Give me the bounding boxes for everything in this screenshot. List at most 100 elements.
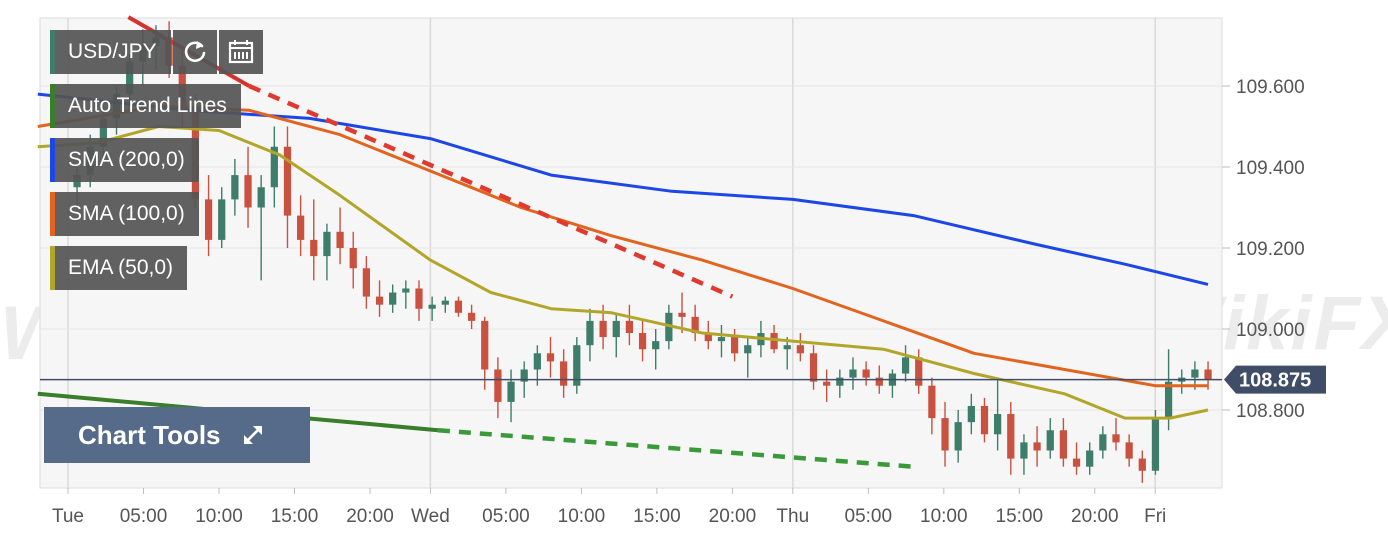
- x-tick-label: 05:00: [482, 506, 530, 527]
- candle-body: [415, 288, 423, 309]
- candle-body: [310, 239, 318, 257]
- expand-arrows-icon: [239, 421, 267, 449]
- x-tick-label: 15:00: [633, 506, 681, 527]
- candle-body: [1112, 434, 1120, 443]
- symbol-label: USD/JPY: [68, 40, 157, 63]
- candle-body: [1204, 369, 1212, 380]
- candle-body: [796, 345, 804, 354]
- y-tick-label: 109.000: [1236, 320, 1305, 341]
- trend-line-projection: [248, 83, 734, 299]
- chart-tools-label: Chart Tools: [78, 419, 221, 450]
- candle-body: [362, 268, 370, 297]
- y-tick-label: 109.200: [1236, 239, 1305, 260]
- legend-label: SMA (100,0): [68, 202, 185, 225]
- last-price-marker: 108.875: [40, 365, 1326, 394]
- x-tick-label: Tue: [52, 506, 84, 527]
- legend-swatch: [50, 84, 55, 128]
- candle-body: [1138, 458, 1146, 471]
- symbol-swatch: [50, 30, 55, 74]
- candle-body: [1125, 442, 1133, 459]
- calendar-icon: [228, 40, 253, 64]
- chart-tools-button[interactable]: Chart Tools: [44, 407, 310, 463]
- candle-body: [901, 357, 910, 374]
- candle-body: [717, 337, 726, 342]
- candle-body: [941, 418, 949, 451]
- candle-body: [823, 381, 831, 386]
- candle-body: [428, 304, 436, 309]
- symbol-toolbar: USD/JPY: [50, 30, 263, 74]
- symbol-button[interactable]: USD/JPY: [50, 30, 171, 74]
- candle-body: [652, 341, 660, 350]
- candle-body: [481, 320, 489, 370]
- candle-body: [691, 316, 699, 334]
- y-tick-label: 109.600: [1236, 77, 1305, 98]
- x-tick-label: 10:00: [195, 506, 243, 527]
- x-tick-label: 20:00: [346, 506, 394, 527]
- calendar-button[interactable]: [218, 30, 263, 74]
- series-ema-50-0: [37, 125, 1209, 420]
- candle-body: [849, 369, 857, 378]
- candle-body: [126, 61, 134, 95]
- candle-body: [678, 312, 686, 317]
- candle-body: [954, 422, 962, 451]
- candle-body: [625, 320, 634, 334]
- refresh-icon: [184, 41, 205, 63]
- indicator-legend: Auto Trend Lines SMA (200,0) SMA (100,0)…: [50, 84, 263, 300]
- candle-body: [257, 187, 265, 208]
- candle-body: [783, 345, 791, 350]
- legend-label: SMA (200,0): [68, 148, 185, 171]
- x-tick-label: 05:00: [845, 506, 893, 527]
- legend-sma-100[interactable]: SMA (100,0): [50, 192, 199, 236]
- candle-body: [612, 320, 620, 338]
- refresh-button[interactable]: [172, 30, 217, 74]
- candle-body: [744, 345, 752, 354]
- candle-body: [454, 300, 463, 313]
- candle-body: [389, 292, 397, 305]
- trend-line-projection: [437, 428, 914, 469]
- candle-body: [1046, 430, 1054, 451]
- legend-auto-trend-lines[interactable]: Auto Trend Lines: [50, 84, 241, 128]
- candle-body: [270, 146, 278, 188]
- candle-body: [1072, 458, 1081, 467]
- axes: 109.600 109.400 109.200 109.000 108.800 Tue 05…: [52, 77, 1305, 527]
- legend-sma-200[interactable]: SMA (200,0): [50, 138, 199, 182]
- candle-body: [441, 300, 449, 305]
- candle-body: [297, 215, 305, 240]
- candle-body: [520, 369, 528, 382]
- legend-panel: USD/JPY: [50, 30, 263, 300]
- x-tick-label: 05:00: [120, 506, 168, 527]
- series-sma-100-0: [37, 104, 1208, 388]
- legend-label: EMA (50,0): [68, 256, 174, 279]
- candle-body: [349, 248, 357, 269]
- candle-body: [809, 353, 818, 382]
- candle-body: [1033, 442, 1041, 451]
- candle-body: [1007, 414, 1015, 459]
- candle-body: [994, 414, 1002, 435]
- candle-body: [1020, 442, 1028, 459]
- candle-body: [1059, 430, 1068, 459]
- candle-body: [375, 296, 384, 305]
- candle-body: [204, 199, 213, 240]
- candle-body: [546, 353, 555, 362]
- candle-body: [704, 333, 712, 342]
- candle-body: [1086, 450, 1094, 467]
- legend-swatch: [50, 138, 55, 182]
- candle-body: [586, 320, 594, 346]
- legend-ema-50[interactable]: EMA (50,0): [50, 246, 188, 290]
- candle-body: [928, 385, 936, 419]
- last-price-tag: [1224, 365, 1326, 394]
- candle-body: [980, 405, 989, 435]
- x-tick-label: 15:00: [996, 506, 1044, 527]
- x-tick-label: 15:00: [271, 506, 319, 527]
- candle-body: [336, 231, 344, 248]
- x-tick-label: 20:00: [709, 506, 757, 527]
- candle-body: [1151, 418, 1160, 471]
- x-tick-label: 10:00: [558, 506, 606, 527]
- candle-body: [915, 357, 923, 386]
- candle-body: [323, 231, 331, 257]
- candle-body: [218, 199, 226, 240]
- x-tick-label: Wed: [411, 506, 450, 527]
- candle-body: [494, 369, 502, 402]
- legend-label: Auto Trend Lines: [68, 94, 227, 117]
- candle-body: [599, 320, 607, 338]
